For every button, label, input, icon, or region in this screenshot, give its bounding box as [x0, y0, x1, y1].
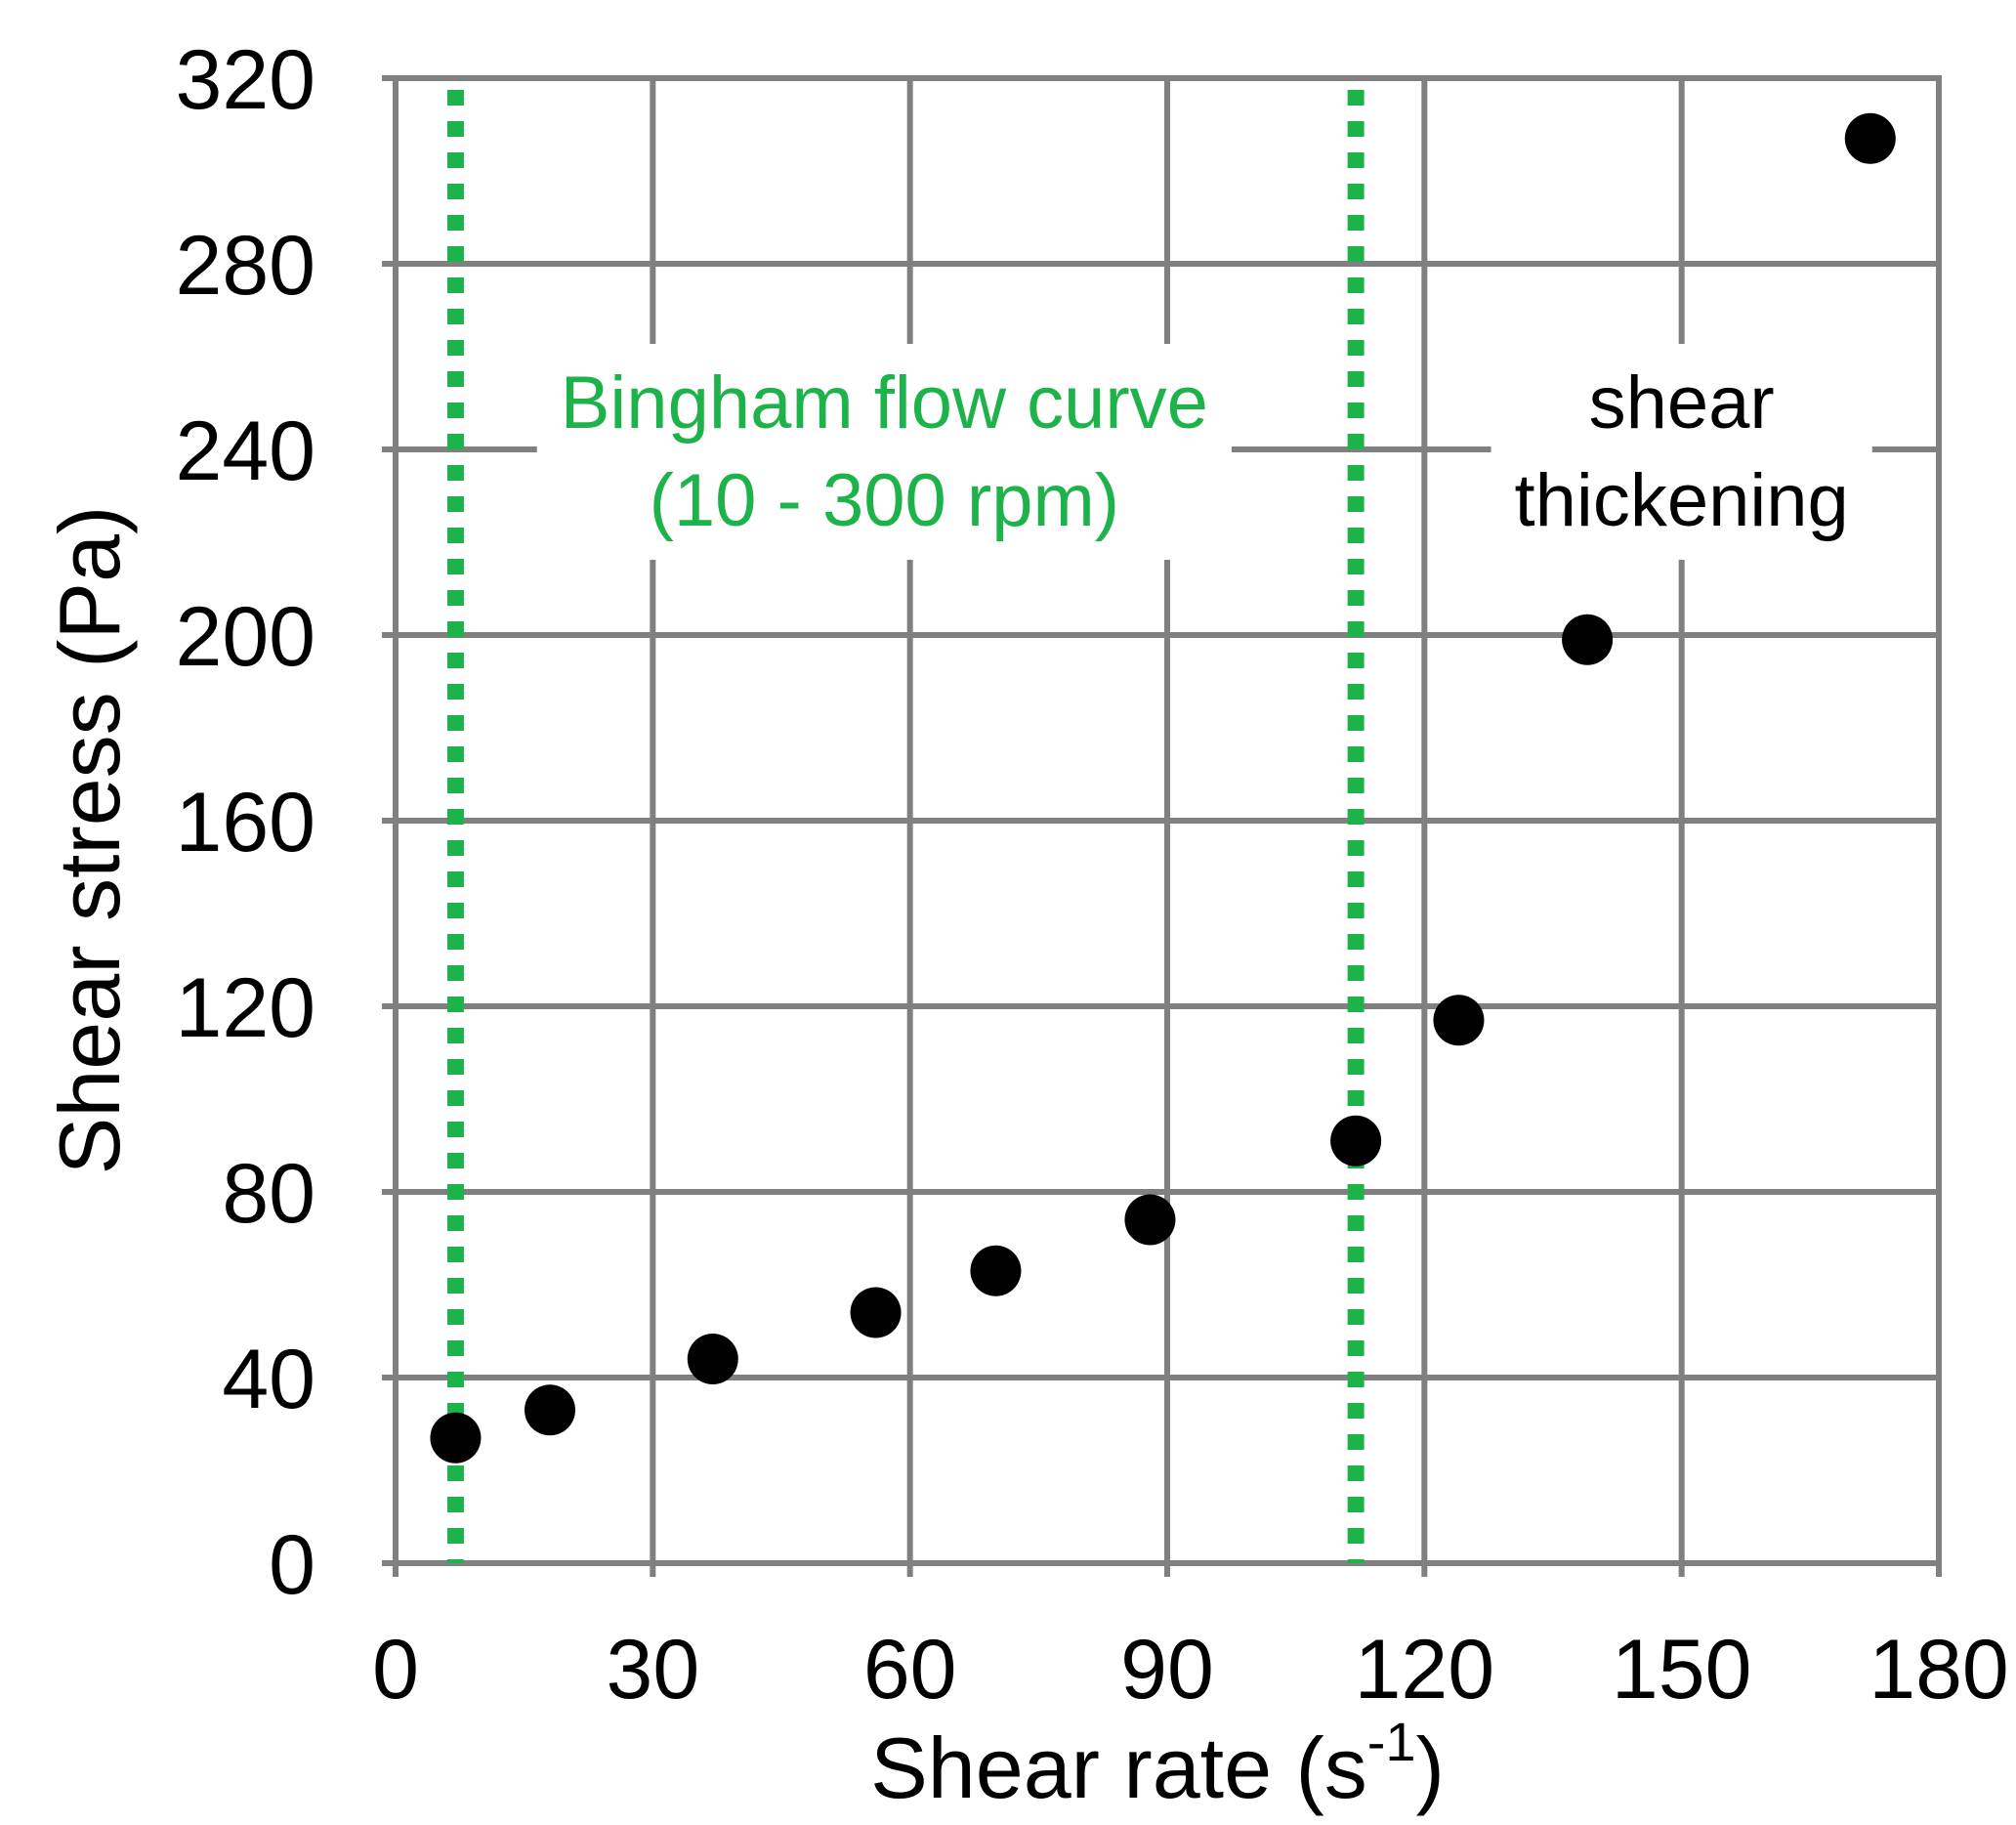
- plot-frame: [393, 75, 1942, 1566]
- y-tick-label: 0: [269, 1518, 315, 1612]
- y-axis-title: Shear stress (Pa): [41, 506, 138, 1175]
- data-points: [430, 112, 1896, 1464]
- y-tick-label: 240: [176, 404, 316, 498]
- x-axis-title-superscript: -1: [1367, 1711, 1416, 1772]
- y-tick-label: 200: [176, 590, 316, 684]
- y-tick-label: 80: [222, 1147, 315, 1241]
- annotation: Bingham flow curve (10 - 300 rpm): [561, 361, 1208, 542]
- data-point: [970, 1245, 1022, 1296]
- y-tick-label: 280: [176, 219, 316, 313]
- y-tick-label: 320: [176, 33, 316, 127]
- x-axis-title: Shear rate (s-1): [870, 1711, 1445, 1816]
- data-point: [1844, 112, 1896, 164]
- annotation-line: Bingham flow curve: [561, 361, 1208, 445]
- annotation-backgrounds: [536, 344, 1872, 560]
- annotation-line: thickening: [1515, 459, 1849, 542]
- annotation-background: [536, 344, 1232, 560]
- annotation: shear thickening: [1515, 361, 1849, 542]
- reference-lines: [446, 90, 1365, 1563]
- data-point: [1562, 614, 1614, 665]
- x-tick-label: 90: [1120, 1623, 1214, 1717]
- annotations: Bingham flow curve (10 - 300 rpm) shear thi…: [561, 361, 1849, 542]
- x-tick-label: 0: [372, 1623, 419, 1717]
- x-tick-label: 180: [1869, 1623, 2009, 1717]
- annotation-background: [1491, 344, 1872, 560]
- annotation-line: (10 - 300 rpm): [650, 459, 1120, 542]
- data-point: [687, 1334, 738, 1384]
- x-tick-label: 30: [606, 1623, 699, 1717]
- y-tick-label: 120: [176, 961, 316, 1055]
- data-point: [1124, 1194, 1176, 1246]
- data-point: [850, 1287, 902, 1338]
- plot-border: [393, 75, 1942, 1566]
- x-tick-labels: 0 30 60 90 120 150 180: [372, 1623, 2009, 1717]
- annotation-line: shear: [1589, 361, 1775, 445]
- y-tick-label: 40: [222, 1333, 315, 1426]
- data-point: [525, 1384, 575, 1436]
- x-tick-label: 120: [1355, 1623, 1495, 1717]
- x-tick-label: 60: [863, 1623, 957, 1717]
- y-tick-labels: 0 40 80 120 160 200 240 280 320: [176, 33, 316, 1612]
- y-tick-label: 160: [176, 776, 316, 870]
- x-tick-label: 150: [1612, 1623, 1752, 1717]
- data-point: [1433, 995, 1485, 1046]
- data-point: [430, 1412, 482, 1464]
- data-point: [1330, 1115, 1382, 1167]
